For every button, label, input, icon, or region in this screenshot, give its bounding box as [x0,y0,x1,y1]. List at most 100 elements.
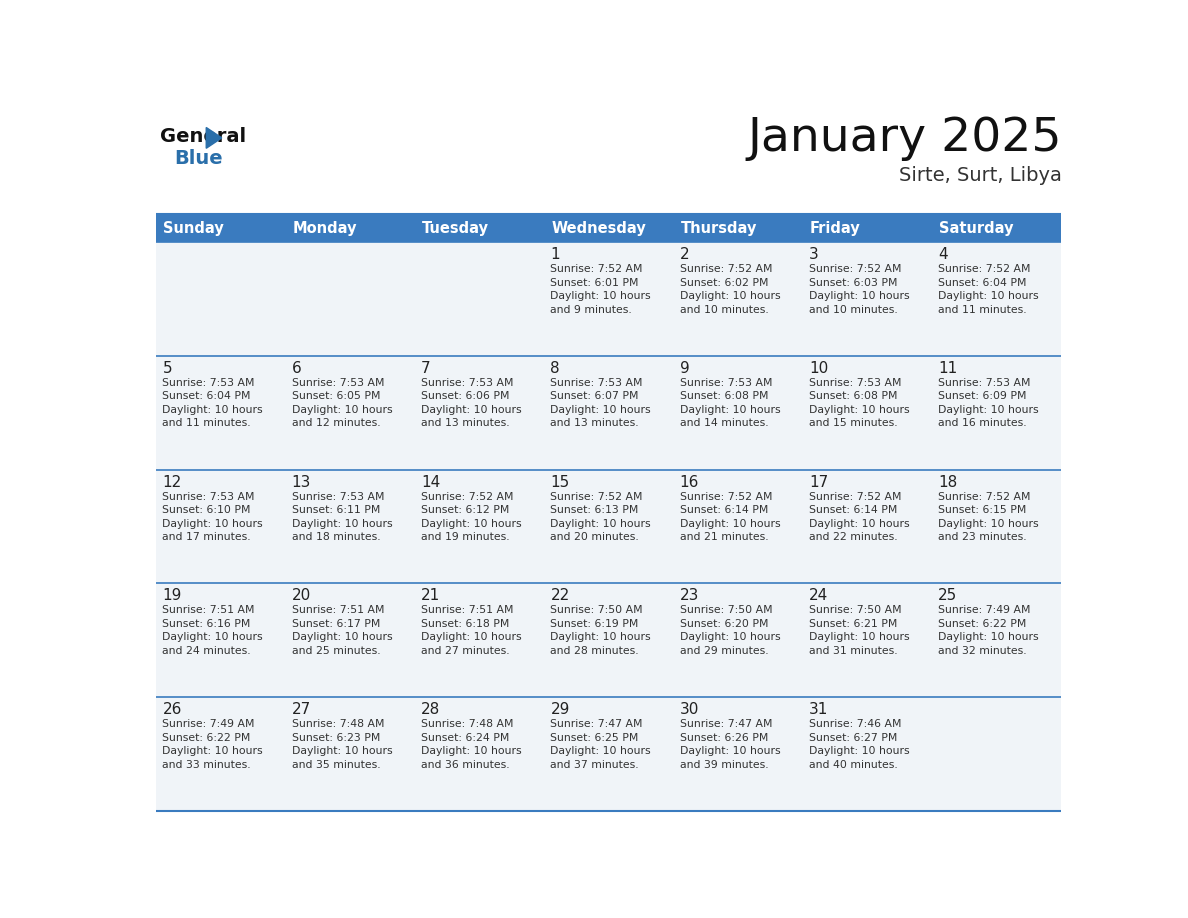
Text: Tuesday: Tuesday [422,220,488,236]
Text: 26: 26 [163,702,182,717]
Text: and 32 minutes.: and 32 minutes. [939,645,1026,655]
Text: Sunrise: 7:52 AM: Sunrise: 7:52 AM [939,492,1031,501]
Text: Daylight: 10 hours: Daylight: 10 hours [680,405,781,415]
Text: Sunrise: 7:53 AM: Sunrise: 7:53 AM [421,378,513,388]
Text: Sunrise: 7:52 AM: Sunrise: 7:52 AM [550,264,643,274]
Text: 5: 5 [163,361,172,376]
Text: and 37 minutes.: and 37 minutes. [550,759,639,769]
Text: Sunset: 6:21 PM: Sunset: 6:21 PM [809,619,897,629]
Text: Daylight: 10 hours: Daylight: 10 hours [939,405,1040,415]
Text: 12: 12 [163,475,182,489]
Text: Daylight: 10 hours: Daylight: 10 hours [550,405,651,415]
Text: 21: 21 [421,588,441,603]
Bar [157,242,1061,356]
Text: and 13 minutes.: and 13 minutes. [550,419,639,429]
Text: Sunset: 6:16 PM: Sunset: 6:16 PM [163,619,251,629]
Text: and 17 minutes.: and 17 minutes. [163,532,251,542]
Bar [803,214,933,242]
Text: Daylight: 10 hours: Daylight: 10 hours [421,633,522,643]
Text: Sunset: 6:04 PM: Sunset: 6:04 PM [163,391,251,401]
Text: Daylight: 10 hours: Daylight: 10 hours [292,746,392,756]
Text: Daylight: 10 hours: Daylight: 10 hours [292,633,392,643]
Text: Sunrise: 7:51 AM: Sunrise: 7:51 AM [292,605,384,615]
Text: Sunrise: 7:47 AM: Sunrise: 7:47 AM [550,719,643,729]
Text: Sunset: 6:18 PM: Sunset: 6:18 PM [421,619,510,629]
Bar [285,214,415,242]
Text: Sunrise: 7:52 AM: Sunrise: 7:52 AM [680,492,772,501]
Text: 18: 18 [939,475,958,489]
Text: Daylight: 10 hours: Daylight: 10 hours [680,519,781,529]
Text: Sunrise: 7:53 AM: Sunrise: 7:53 AM [680,378,772,388]
Text: 22: 22 [550,588,569,603]
Text: January 2025: January 2025 [747,117,1061,162]
Bar [157,584,1061,697]
Text: 27: 27 [292,702,311,717]
Text: Daylight: 10 hours: Daylight: 10 hours [550,633,651,643]
Text: Sunset: 6:11 PM: Sunset: 6:11 PM [292,505,380,515]
Text: and 18 minutes.: and 18 minutes. [292,532,380,542]
Bar [415,214,544,242]
Bar [933,214,1061,242]
Text: Sunday: Sunday [163,220,225,236]
Text: Sunset: 6:01 PM: Sunset: 6:01 PM [550,277,639,287]
Text: Sunset: 6:06 PM: Sunset: 6:06 PM [421,391,510,401]
Text: General: General [160,127,246,146]
Text: 3: 3 [809,247,819,263]
Text: Sunrise: 7:50 AM: Sunrise: 7:50 AM [809,605,902,615]
Text: and 10 minutes.: and 10 minutes. [680,305,769,315]
Text: Sunrise: 7:46 AM: Sunrise: 7:46 AM [809,719,902,729]
Text: 10: 10 [809,361,828,376]
Text: Blue: Blue [175,150,222,168]
Text: Sunrise: 7:53 AM: Sunrise: 7:53 AM [809,378,902,388]
Bar [157,214,285,242]
Text: Sunrise: 7:52 AM: Sunrise: 7:52 AM [421,492,513,501]
Text: Sunset: 6:27 PM: Sunset: 6:27 PM [809,733,897,743]
Text: Monday: Monday [292,220,358,236]
Text: and 19 minutes.: and 19 minutes. [421,532,510,542]
Text: 9: 9 [680,361,689,376]
Text: 11: 11 [939,361,958,376]
Text: Daylight: 10 hours: Daylight: 10 hours [421,405,522,415]
Text: Sunset: 6:26 PM: Sunset: 6:26 PM [680,733,769,743]
Text: Daylight: 10 hours: Daylight: 10 hours [809,405,910,415]
Text: Sunset: 6:03 PM: Sunset: 6:03 PM [809,277,897,287]
Text: 8: 8 [550,361,560,376]
Text: Sunrise: 7:52 AM: Sunrise: 7:52 AM [809,264,902,274]
Text: Daylight: 10 hours: Daylight: 10 hours [809,633,910,643]
Text: 6: 6 [292,361,302,376]
Text: Sunset: 6:14 PM: Sunset: 6:14 PM [809,505,897,515]
Text: Sunset: 6:08 PM: Sunset: 6:08 PM [809,391,897,401]
Text: Daylight: 10 hours: Daylight: 10 hours [809,291,910,301]
Text: Sunrise: 7:48 AM: Sunrise: 7:48 AM [292,719,384,729]
Text: and 15 minutes.: and 15 minutes. [809,419,898,429]
Text: 25: 25 [939,588,958,603]
Text: Daylight: 10 hours: Daylight: 10 hours [680,633,781,643]
Text: Sunset: 6:02 PM: Sunset: 6:02 PM [680,277,769,287]
Text: Sunset: 6:04 PM: Sunset: 6:04 PM [939,277,1026,287]
Text: Sunrise: 7:52 AM: Sunrise: 7:52 AM [939,264,1031,274]
Text: Daylight: 10 hours: Daylight: 10 hours [680,291,781,301]
Text: and 40 minutes.: and 40 minutes. [809,759,898,769]
Text: Sunrise: 7:53 AM: Sunrise: 7:53 AM [550,378,643,388]
Text: Sunset: 6:08 PM: Sunset: 6:08 PM [680,391,769,401]
Text: 31: 31 [809,702,828,717]
Text: and 16 minutes.: and 16 minutes. [939,419,1026,429]
Text: Sunset: 6:15 PM: Sunset: 6:15 PM [939,505,1026,515]
Text: and 24 minutes.: and 24 minutes. [163,645,251,655]
Text: Daylight: 10 hours: Daylight: 10 hours [163,405,263,415]
Bar [157,356,1061,470]
Bar [157,470,1061,584]
Text: Sunset: 6:17 PM: Sunset: 6:17 PM [292,619,380,629]
Text: and 29 minutes.: and 29 minutes. [680,645,769,655]
Text: Sunrise: 7:52 AM: Sunrise: 7:52 AM [680,264,772,274]
Text: Daylight: 10 hours: Daylight: 10 hours [680,746,781,756]
Text: Sunrise: 7:53 AM: Sunrise: 7:53 AM [292,378,384,388]
Bar [157,697,1061,811]
Text: Sunset: 6:10 PM: Sunset: 6:10 PM [163,505,251,515]
Text: and 27 minutes.: and 27 minutes. [421,645,510,655]
Text: Daylight: 10 hours: Daylight: 10 hours [163,633,263,643]
Text: 24: 24 [809,588,828,603]
Text: Sirte, Surt, Libya: Sirte, Surt, Libya [898,165,1061,185]
Text: Daylight: 10 hours: Daylight: 10 hours [939,291,1040,301]
Text: Daylight: 10 hours: Daylight: 10 hours [939,633,1040,643]
